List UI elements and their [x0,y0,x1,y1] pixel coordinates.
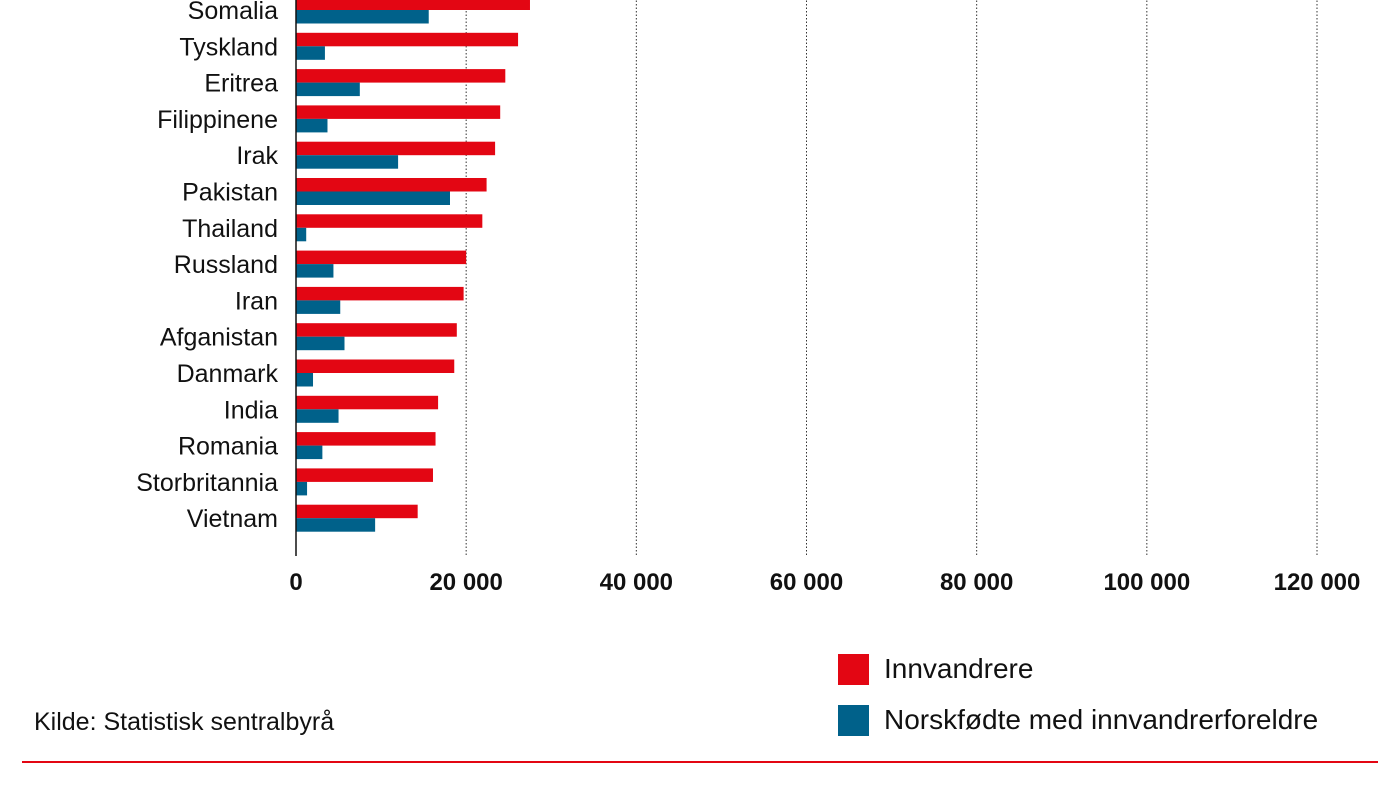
bar-norskfodte-14 [296,518,376,532]
legend-label-norskfodte: Norskfødte med innvandrerforeldre [884,704,1319,735]
category-label-6: Thailand [182,215,278,243]
x-tick-label-0: 0 [289,569,302,596]
category-label-11: India [224,396,278,424]
bar-norskfodte-2 [296,82,360,97]
bar-norskfodte-11 [296,409,339,423]
bar-norskfodte-12 [296,445,323,460]
category-label-14: Vietnam [187,505,278,533]
bar-norskfodte-10 [296,373,314,387]
x-tick-label-2: 40 000 [600,569,673,596]
category-label-0: Somalia [188,0,278,25]
legend-label-innvandrere: Innvandrere [884,653,1034,684]
bar-innvandrere-10 [296,359,455,373]
legend: Innvandrere Norskfødte med innvandrerfor… [838,652,1318,754]
bar-innvandrere-13 [296,468,433,482]
bar-innvandrere-11 [296,395,439,410]
legend-item-innvandrere: Innvandrere [838,652,1318,686]
footer-divider [22,761,1378,763]
bar-norskfodte-5 [296,191,451,205]
bar-innvandrere-6 [296,214,483,228]
bar-chart: Somalia Tyskland Eritrea Filippinene Irak Pak… [136,0,1361,596]
category-label-9: Afganistan [160,324,278,352]
bar-norskfodte-0 [296,10,429,24]
bar-norskfodte-8 [296,300,341,314]
bar-norskfodte-1 [296,46,325,60]
x-tick-label-1: 20 000 [429,569,502,596]
bar-norskfodte-4 [296,155,399,169]
bar-norskfodte-3 [296,118,328,133]
legend-item-norskfodte: Norskfødte med innvandrerforeldre [838,703,1318,737]
legend-swatch-innvandrere [838,653,869,685]
legend-swatch-norskfodte [838,704,869,736]
x-tick-label-4: 80 000 [940,569,1013,596]
bar-norskfodte-13 [296,481,308,496]
bar-norskfodte-6 [296,227,307,242]
category-label-3: Filippinene [157,106,278,134]
bar-innvandrere-1 [296,32,519,47]
category-label-5: Pakistan [182,179,278,207]
bar-norskfodte-9 [296,336,345,351]
bar-innvandrere-0 [296,0,530,10]
category-label-12: Romania [178,433,278,461]
bar-innvandrere-14 [296,504,418,519]
category-label-8: Iran [235,287,278,315]
source-note: Kilde: Statistisk sentralbyrå [34,708,335,736]
x-tick-label-6: 120 000 [1274,569,1361,596]
bar-innvandrere-3 [296,105,501,119]
bar-innvandrere-7 [296,250,467,265]
bar-innvandrere-2 [296,69,506,83]
category-label-7: Russland [174,251,278,279]
category-label-2: Eritrea [204,70,278,98]
bar-innvandrere-9 [296,323,457,337]
category-label-10: Danmark [177,360,279,388]
bar-innvandrere-8 [296,286,464,301]
bar-innvandrere-4 [296,141,496,156]
category-label-4: Irak [236,142,278,170]
category-label-1: Tyskland [179,33,278,61]
category-label-13: Storbritannia [136,469,278,497]
bar-innvandrere-5 [296,178,487,192]
bar-norskfodte-7 [296,264,334,278]
bar-innvandrere-12 [296,432,436,446]
x-tick-label-3: 60 000 [770,569,843,596]
x-tick-label-5: 100 000 [1103,569,1190,596]
